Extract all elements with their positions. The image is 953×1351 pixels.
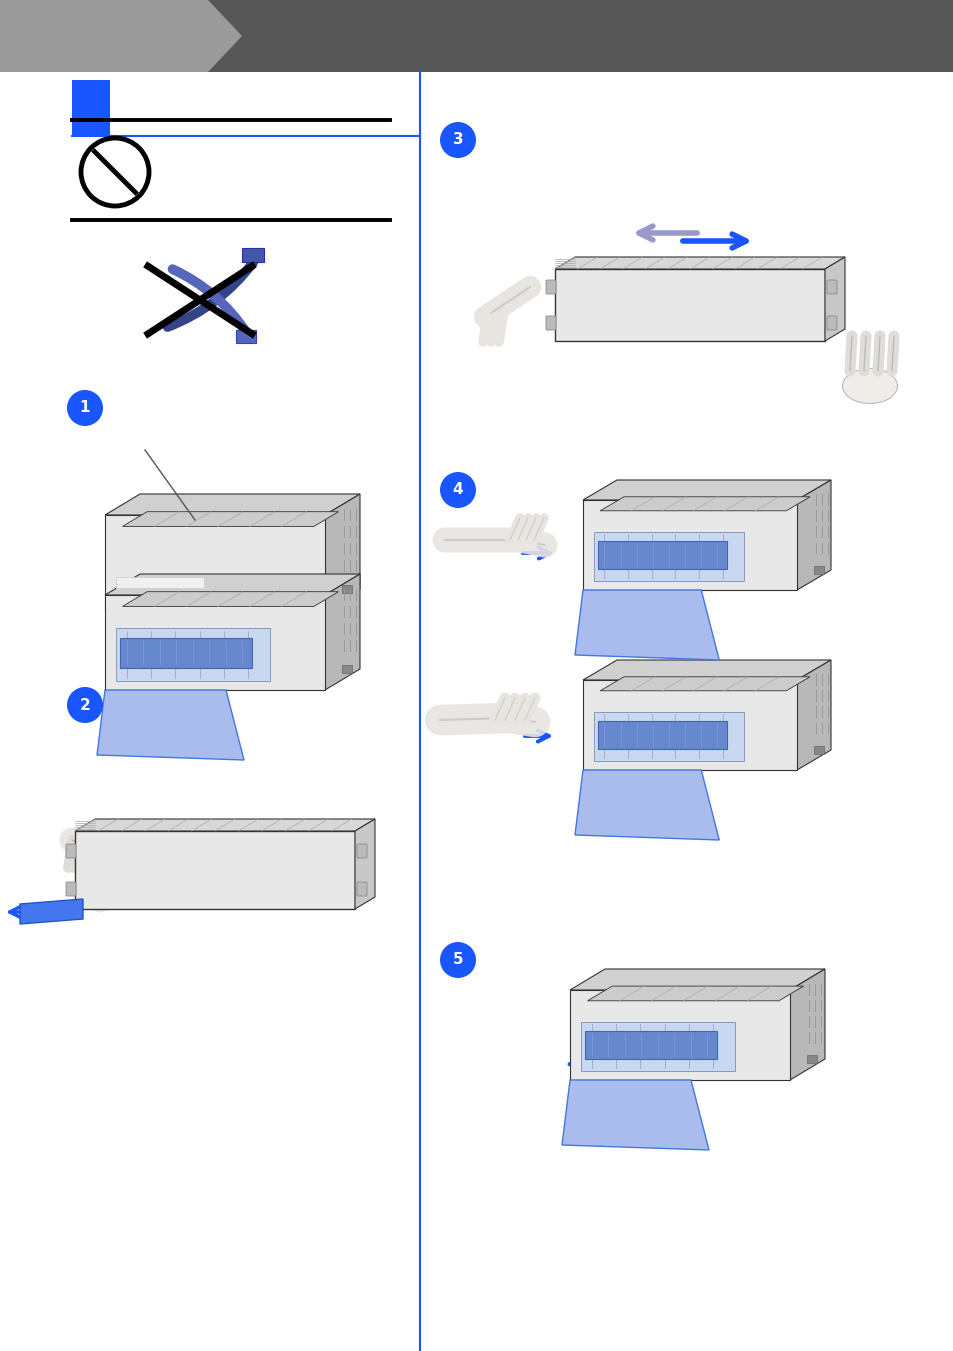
Polygon shape (582, 500, 796, 590)
Polygon shape (75, 831, 355, 909)
FancyBboxPatch shape (66, 844, 76, 858)
Polygon shape (575, 770, 719, 840)
Polygon shape (796, 480, 830, 590)
Bar (116, 577, 204, 588)
Polygon shape (325, 574, 359, 690)
Polygon shape (796, 661, 830, 770)
Bar (806, 1055, 817, 1063)
Polygon shape (587, 765, 801, 770)
Polygon shape (575, 1074, 795, 1079)
Polygon shape (105, 574, 359, 594)
Polygon shape (824, 257, 844, 340)
Polygon shape (555, 257, 844, 269)
Bar (598, 720, 726, 750)
Bar (598, 540, 726, 569)
Circle shape (439, 942, 476, 978)
Text: 5: 5 (453, 952, 463, 967)
Polygon shape (561, 1079, 708, 1150)
Polygon shape (575, 590, 719, 661)
Bar (116, 657, 204, 669)
Bar (593, 531, 743, 581)
FancyBboxPatch shape (356, 844, 367, 858)
Bar (116, 628, 270, 681)
FancyBboxPatch shape (356, 882, 367, 896)
Polygon shape (599, 497, 809, 511)
FancyBboxPatch shape (545, 316, 556, 330)
Text: 2: 2 (79, 697, 91, 712)
Circle shape (439, 122, 476, 158)
Bar (593, 712, 743, 761)
Circle shape (439, 471, 476, 508)
Polygon shape (123, 512, 338, 527)
Polygon shape (355, 819, 375, 909)
Polygon shape (97, 690, 244, 761)
Circle shape (67, 688, 103, 723)
Polygon shape (582, 661, 830, 680)
Polygon shape (110, 684, 330, 690)
Polygon shape (569, 969, 824, 990)
Bar (580, 1048, 668, 1059)
Bar (585, 1031, 717, 1059)
Bar (242, 249, 264, 262)
Polygon shape (599, 677, 809, 690)
Polygon shape (105, 494, 359, 515)
Bar (593, 739, 679, 750)
Circle shape (67, 390, 103, 426)
Polygon shape (587, 986, 802, 1001)
Bar (342, 666, 352, 673)
Polygon shape (555, 269, 824, 340)
Polygon shape (587, 584, 801, 590)
Bar (813, 566, 823, 574)
Polygon shape (325, 494, 359, 611)
Polygon shape (569, 990, 789, 1079)
Polygon shape (110, 604, 330, 611)
FancyBboxPatch shape (66, 882, 76, 896)
Bar (580, 1021, 734, 1071)
Polygon shape (123, 592, 338, 607)
Bar (71, 80, 110, 136)
Bar (813, 746, 823, 754)
Bar (593, 558, 679, 569)
Polygon shape (0, 0, 242, 72)
Bar (120, 638, 253, 669)
FancyBboxPatch shape (826, 280, 836, 295)
Bar (0, 0, 953, 72)
Polygon shape (105, 594, 325, 690)
Polygon shape (105, 515, 325, 611)
Polygon shape (75, 819, 375, 831)
FancyBboxPatch shape (826, 316, 836, 330)
Ellipse shape (841, 369, 897, 404)
Polygon shape (582, 480, 830, 500)
Polygon shape (582, 680, 796, 770)
Bar (235, 330, 255, 343)
Text: 4: 4 (453, 482, 463, 497)
Text: 1: 1 (80, 400, 91, 416)
FancyBboxPatch shape (545, 280, 556, 295)
Polygon shape (789, 969, 824, 1079)
Text: 3: 3 (453, 132, 463, 147)
Bar (342, 585, 352, 593)
Polygon shape (20, 898, 83, 924)
